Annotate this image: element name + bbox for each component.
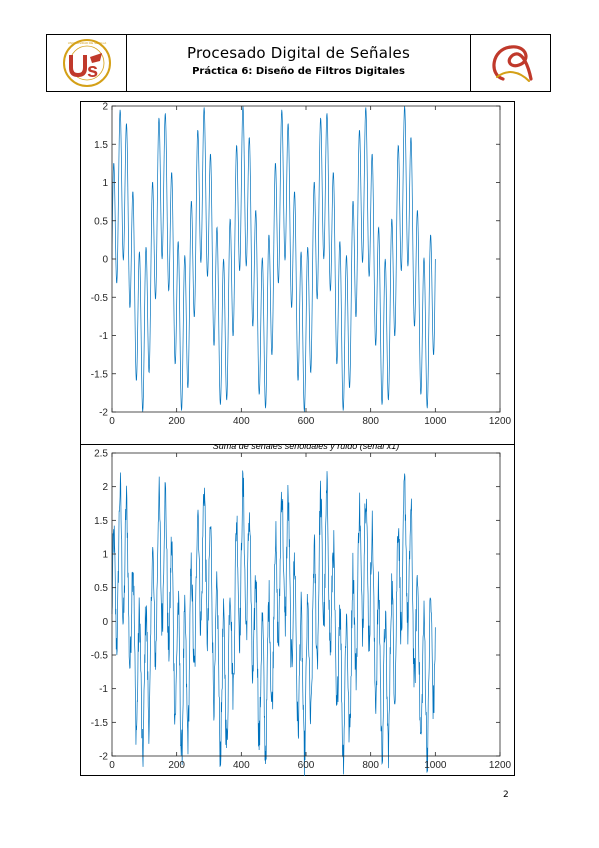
y-tick-label: 2 <box>102 102 108 113</box>
x-tick-label: 400 <box>233 416 250 427</box>
document-subtitle: Práctica 6: Diseño de Filtros Digitales <box>192 66 405 77</box>
x-tick-label: 200 <box>168 760 185 771</box>
x-tick-label: 1000 <box>424 760 447 771</box>
y-tick-label: -0.5 <box>91 293 109 304</box>
x-tick-label: 1000 <box>424 416 447 427</box>
y-tick-label: 1 <box>102 178 108 189</box>
y-tick-label: 1.5 <box>94 140 108 151</box>
y-tick-label: 0 <box>102 255 108 266</box>
y-tick-label: 0 <box>102 617 108 628</box>
chart-title: Suma de señales senoidales y ruido (seña… <box>213 444 400 451</box>
university-logo-cell: s UNIVERSIDAD DE SEVILLA <box>47 35 127 91</box>
header-title-cell: Procesado Digital de Señales Práctica 6:… <box>127 35 470 91</box>
x-tick-label: 200 <box>168 416 185 427</box>
y-tick-label: 1.5 <box>94 516 108 527</box>
x-tick-label: 600 <box>298 416 315 427</box>
x-tick-label: 400 <box>233 760 250 771</box>
y-tick-label: -2 <box>99 408 108 419</box>
y-tick-label: -1.5 <box>91 369 109 380</box>
x-tick-label: 800 <box>362 760 379 771</box>
x-tick-label: 0 <box>109 760 115 771</box>
y-tick-label: 0.5 <box>94 583 108 594</box>
y-tick-label: 0.5 <box>94 216 108 227</box>
page-number: 2 <box>503 790 509 800</box>
svg-text:s: s <box>87 60 98 82</box>
x-tick-label: 800 <box>362 416 379 427</box>
signature-logo-icon <box>492 45 533 82</box>
figure-frame <box>80 101 515 776</box>
y-tick-label: -2 <box>99 752 108 763</box>
y-tick-label: -1 <box>99 331 108 342</box>
university-seal-icon: s UNIVERSIDAD DE SEVILLA <box>63 39 111 87</box>
plot-noisy-signal: Suma de señales senoidales y ruido (seña… <box>91 444 512 776</box>
y-tick-label: 1 <box>102 550 108 561</box>
plot-clean-signal: 0 200 400 600 800 1000 1200 -2 -1.5 -1 -0.5 0 0.5 1 1.… <box>91 102 512 428</box>
x-tick-label: 0 <box>109 416 115 427</box>
y-tick-label: -0.5 <box>91 651 109 662</box>
x-tick-label: 1200 <box>489 416 512 427</box>
y-tick-label: -1 <box>99 684 108 695</box>
series-line <box>111 470 436 776</box>
series-line <box>111 106 436 412</box>
y-tick-label: 2.5 <box>94 449 108 460</box>
axes-box <box>111 105 501 413</box>
department-logo-cell <box>470 35 550 91</box>
figure-divider <box>80 444 515 445</box>
y-tick-label: -1.5 <box>91 718 109 729</box>
x-tick-label: 600 <box>298 760 315 771</box>
document-title: Procesado Digital de Señales <box>187 44 410 62</box>
x-tick-label: 1200 <box>489 760 512 771</box>
seal-lettering: UNIVERSIDAD DE SEVILLA <box>68 41 107 45</box>
header-table: s UNIVERSIDAD DE SEVILLA Procesado Digit… <box>46 34 551 92</box>
y-tick-label: 2 <box>102 482 108 493</box>
